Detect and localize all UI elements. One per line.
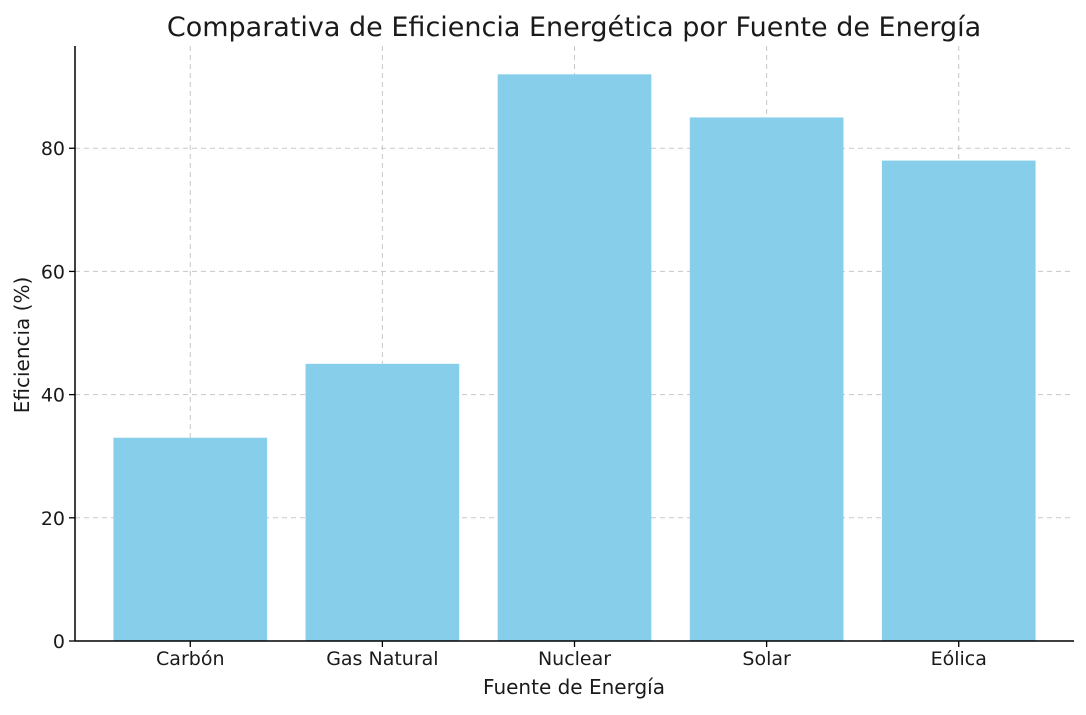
bar-gas-natural <box>305 363 460 641</box>
x-tick-label: Eólica <box>931 648 987 670</box>
bar-solar <box>689 117 844 641</box>
bars-layer <box>113 74 1036 642</box>
bar-carbón <box>113 437 268 641</box>
bar-eólica <box>881 160 1036 641</box>
y-tick-label: 80 <box>41 138 65 160</box>
x-tick-label: Gas Natural <box>326 648 438 670</box>
y-tick-label: 20 <box>41 508 65 530</box>
x-tick-label: Nuclear <box>538 648 611 670</box>
x-tick-label: Solar <box>742 648 791 670</box>
chart-title: Comparativa de Eficiencia Energética por… <box>167 12 981 43</box>
bar-nuclear <box>497 74 652 642</box>
ticks-layer: 0 20 40 60 80 Carbón Gas Natural Nuclear Solar Eó… <box>41 138 987 670</box>
y-tick-label: 40 <box>41 385 65 407</box>
y-axis-label: Eficiencia (%) <box>10 277 34 414</box>
y-tick-label: 0 <box>53 631 65 653</box>
x-tick-label: Carbón <box>156 648 224 670</box>
x-axis-label: Fuente de Energía <box>483 675 665 699</box>
y-tick-label: 60 <box>41 261 65 283</box>
